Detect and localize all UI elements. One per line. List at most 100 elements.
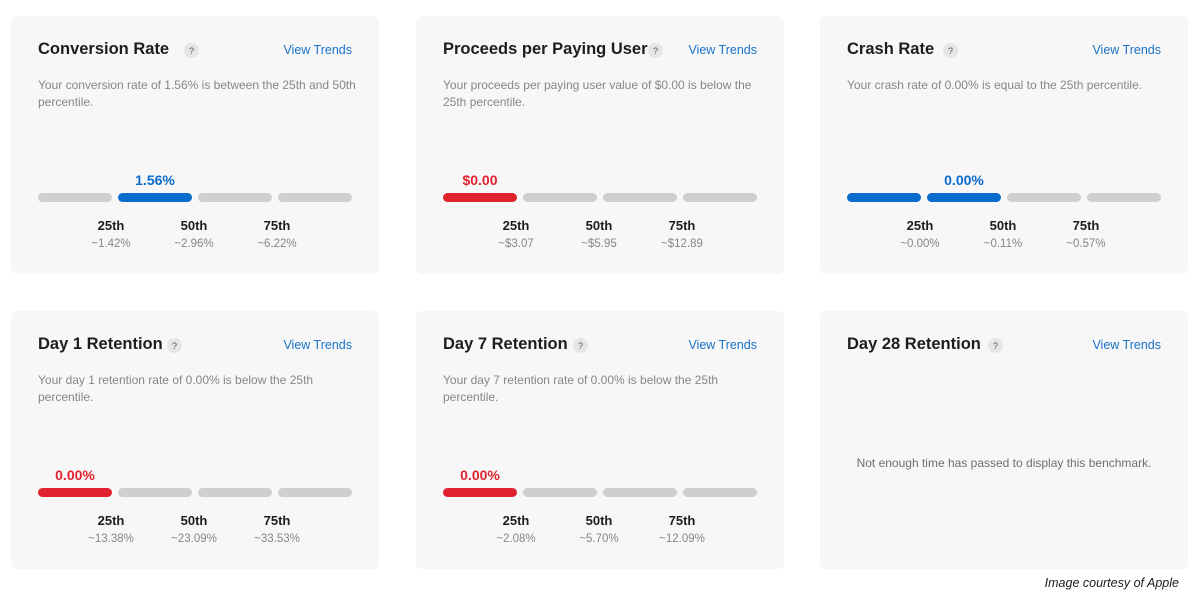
current-value-label: 0.00% bbox=[55, 467, 95, 483]
image-credit: Image courtesy of Apple bbox=[1044, 576, 1179, 590]
card-day-1-retention: Day 1 Retention ? View Trends Your day 1… bbox=[11, 311, 379, 569]
percentile-label: 50th bbox=[585, 218, 613, 233]
card-day-28-retention: Day 28 Retention ? View Trends Not enoug… bbox=[820, 311, 1188, 569]
percentile-value: ~1.42% bbox=[91, 238, 131, 250]
current-value-label: 0.00% bbox=[460, 467, 500, 483]
percentile-label: 75th bbox=[668, 513, 696, 528]
help-icon[interactable]: ? bbox=[184, 43, 199, 58]
bar-segment-25th-50th bbox=[118, 193, 192, 202]
percentile-25th: 25th ~1.42% bbox=[71, 218, 151, 250]
percentile-label: 25th bbox=[502, 513, 530, 528]
percentile-value: ~13.38% bbox=[88, 533, 134, 545]
card-day-7-retention: Day 7 Retention ? View Trends Your day 7… bbox=[416, 311, 784, 569]
percentile-value: ~0.00% bbox=[900, 238, 940, 250]
bar-segment-50th-75th bbox=[1007, 193, 1081, 202]
bar-segment-above-75th bbox=[683, 488, 757, 497]
percentile-value: ~5.70% bbox=[579, 533, 619, 545]
help-icon[interactable]: ? bbox=[167, 338, 182, 353]
percentile-75th: 75th ~12.09% bbox=[642, 513, 722, 545]
percentile-25th: 25th ~$3.07 bbox=[476, 218, 556, 250]
percentile-value: ~2.08% bbox=[496, 533, 536, 545]
percentile-50th: 50th ~2.96% bbox=[154, 218, 234, 250]
percentile-label: 75th bbox=[668, 218, 696, 233]
bar-segment-above-75th bbox=[683, 193, 757, 202]
bar-segment-25th-50th bbox=[118, 488, 192, 497]
percentile-label: 50th bbox=[585, 513, 613, 528]
bar-segment-below-25th bbox=[443, 193, 517, 202]
percentile-bar bbox=[38, 193, 352, 202]
card-description: Your conversion rate of 1.56% is between… bbox=[38, 78, 356, 109]
card-title: Day 1 Retention bbox=[38, 335, 163, 353]
bar-segment-25th-50th bbox=[523, 193, 597, 202]
empty-state-message: Not enough time has passed to display th… bbox=[856, 456, 1152, 470]
view-trends-link[interactable]: View Trends bbox=[688, 43, 757, 57]
percentile-label: 50th bbox=[180, 218, 208, 233]
percentile-50th: 50th ~23.09% bbox=[154, 513, 234, 545]
bar-segment-50th-75th bbox=[198, 488, 272, 497]
percentile-bar bbox=[38, 488, 352, 497]
percentile-25th: 25th ~13.38% bbox=[71, 513, 151, 545]
card-description: Your crash rate of 0.00% is equal to the… bbox=[847, 78, 1143, 92]
percentile-75th: 75th ~$12.89 bbox=[642, 218, 722, 250]
percentile-value: ~0.57% bbox=[1066, 238, 1106, 250]
percentile-value: ~12.09% bbox=[659, 533, 705, 545]
percentile-value: ~2.96% bbox=[174, 238, 214, 250]
bar-segment-25th-50th bbox=[523, 488, 597, 497]
card-title: Proceeds per Paying User bbox=[443, 40, 648, 58]
percentile-50th: 50th ~0.11% bbox=[963, 218, 1043, 250]
view-trends-link[interactable]: View Trends bbox=[688, 338, 757, 352]
card-title: Day 7 Retention bbox=[443, 335, 568, 353]
help-icon[interactable]: ? bbox=[573, 338, 588, 353]
card-title: Day 28 Retention bbox=[847, 335, 981, 353]
percentile-label: 25th bbox=[502, 218, 530, 233]
help-icon[interactable]: ? bbox=[988, 338, 1003, 353]
card-conversion-rate: Conversion Rate ? View Trends Your conve… bbox=[11, 16, 379, 274]
current-value-label: 1.56% bbox=[135, 172, 175, 188]
view-trends-link[interactable]: View Trends bbox=[283, 338, 352, 352]
bar-segment-25th-50th bbox=[927, 193, 1001, 202]
percentile-75th: 75th ~0.57% bbox=[1046, 218, 1126, 250]
card-description: Your day 7 retention rate of 0.00% is be… bbox=[443, 373, 719, 404]
percentile-label: 50th bbox=[180, 513, 208, 528]
percentile-label: 25th bbox=[97, 513, 125, 528]
view-trends-link[interactable]: View Trends bbox=[1092, 43, 1161, 57]
card-title: Crash Rate bbox=[847, 40, 935, 58]
percentile-label: 75th bbox=[1072, 218, 1100, 233]
help-icon[interactable]: ? bbox=[648, 43, 663, 58]
percentile-value: ~0.11% bbox=[983, 238, 1023, 250]
percentile-label: 25th bbox=[97, 218, 125, 233]
percentile-75th: 75th ~33.53% bbox=[237, 513, 317, 545]
percentile-25th: 25th ~2.08% bbox=[476, 513, 556, 545]
percentile-75th: 75th ~6.22% bbox=[237, 218, 317, 250]
view-trends-link[interactable]: View Trends bbox=[1092, 338, 1161, 352]
bar-segment-below-25th bbox=[38, 193, 112, 202]
bar-segment-above-75th bbox=[278, 488, 352, 497]
bar-segment-50th-75th bbox=[198, 193, 272, 202]
percentile-50th: 50th ~$5.95 bbox=[559, 218, 639, 250]
bar-segment-below-25th bbox=[38, 488, 112, 497]
bar-segment-above-75th bbox=[1087, 193, 1161, 202]
bar-segment-below-25th bbox=[443, 488, 517, 497]
view-trends-link[interactable]: View Trends bbox=[283, 43, 352, 57]
bar-segment-50th-75th bbox=[603, 193, 677, 202]
card-description: Your proceeds per paying user value of $… bbox=[443, 78, 752, 109]
percentile-25th: 25th ~0.00% bbox=[880, 218, 960, 250]
help-icon[interactable]: ? bbox=[943, 43, 958, 58]
percentile-label: 25th bbox=[906, 218, 934, 233]
current-value-label: $0.00 bbox=[462, 172, 498, 188]
percentile-value: ~6.22% bbox=[257, 238, 297, 250]
percentile-value: ~33.53% bbox=[254, 533, 300, 545]
bar-segment-below-25th bbox=[847, 193, 921, 202]
percentile-value: ~23.09% bbox=[171, 533, 217, 545]
percentile-bar bbox=[847, 193, 1161, 202]
percentile-label: 50th bbox=[989, 218, 1017, 233]
card-proceeds-per-paying-user: Proceeds per Paying User ? View Trends Y… bbox=[416, 16, 784, 274]
percentile-value: ~$12.89 bbox=[661, 238, 703, 250]
percentile-bar bbox=[443, 488, 757, 497]
percentile-50th: 50th ~5.70% bbox=[559, 513, 639, 545]
current-value-label: 0.00% bbox=[944, 172, 984, 188]
card-crash-rate: Crash Rate ? View Trends Your crash rate… bbox=[820, 16, 1188, 274]
card-title: Conversion Rate bbox=[38, 40, 170, 58]
percentile-value: ~$3.07 bbox=[498, 238, 534, 250]
card-description: Your day 1 retention rate of 0.00% is be… bbox=[38, 373, 314, 404]
